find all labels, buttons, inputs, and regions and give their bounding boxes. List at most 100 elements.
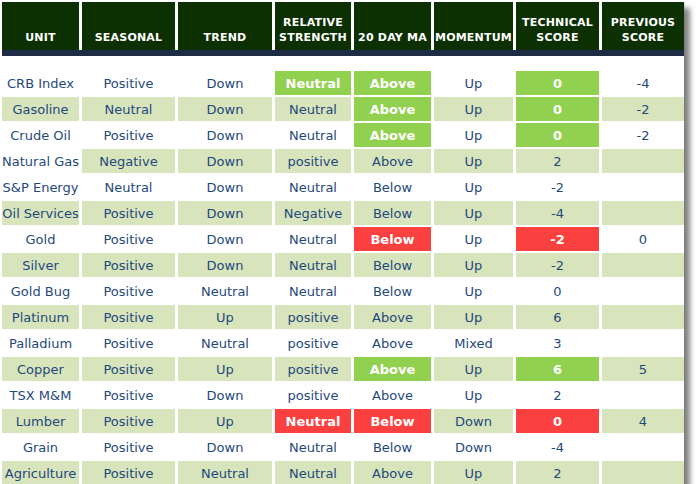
- table-row: PalladiumPositiveNeutralpositiveAboveMix…: [2, 331, 684, 355]
- table-cell-trend: Neutral: [178, 331, 272, 355]
- table-cell-20-day-ma: Above: [354, 357, 431, 381]
- row-label-cell: Gold Bug: [2, 279, 79, 303]
- row-label-cell: CRB Index: [2, 71, 79, 95]
- row-label-cell: Agriculture: [2, 461, 79, 484]
- table-cell-previous-score: [602, 305, 684, 329]
- table-cell-trend: Down: [178, 71, 272, 95]
- row-label-cell: TSX M&M: [2, 383, 79, 407]
- table-cell-previous-score: -2: [602, 97, 684, 121]
- row-label-cell: Platinum: [2, 305, 79, 329]
- table-row: Gold BugPositiveNeutralNeutralBelowUp0: [2, 279, 684, 303]
- table-cell-20-day-ma: Above: [354, 97, 431, 121]
- table-cell-technical-score: -4: [516, 435, 599, 459]
- table-cell-previous-score: 4: [602, 409, 684, 433]
- table-cell-relative-strength: Neutral: [275, 97, 351, 121]
- table-cell-technical-score: 2: [516, 383, 599, 407]
- table-cell-20-day-ma: Below: [354, 201, 431, 225]
- table-cell-20-day-ma: Below: [354, 435, 431, 459]
- table-cell-technical-score: -2: [516, 175, 599, 199]
- table-cell-20-day-ma: Above: [354, 461, 431, 484]
- table-cell-momentum: Down: [434, 435, 513, 459]
- table-row: GrainPositiveDownNeutralBelowDown-4: [2, 435, 684, 459]
- table-cell-previous-score: [602, 461, 684, 484]
- spacer-row: [2, 56, 684, 69]
- table-cell-momentum: Up: [434, 357, 513, 381]
- table-cell-relative-strength: Neutral: [275, 175, 351, 199]
- table-cell-momentum: Mixed: [434, 331, 513, 355]
- table-cell-seasonal: Positive: [82, 435, 175, 459]
- table-cell-previous-score: [602, 175, 684, 199]
- table-cell-trend: Down: [178, 201, 272, 225]
- table-cell-relative-strength: Neutral: [275, 71, 351, 95]
- table-cell-trend: Down: [178, 175, 272, 199]
- table-cell-20-day-ma: Below: [354, 409, 431, 433]
- table-cell-seasonal: Positive: [82, 253, 175, 277]
- table-cell-20-day-ma: Below: [354, 175, 431, 199]
- table-cell-momentum: Up: [434, 123, 513, 147]
- table-row: Oil ServicesPositiveDownNegativeBelowUp-…: [2, 201, 684, 225]
- row-label-cell: Silver: [2, 253, 79, 277]
- table-cell-20-day-ma: Above: [354, 305, 431, 329]
- table-cell-relative-strength: Neutral: [275, 279, 351, 303]
- column-header-trend: TREND: [178, 2, 272, 50]
- table-row: GoldPositiveDownNeutralBelowUp-20: [2, 227, 684, 251]
- row-label-cell: Palladium: [2, 331, 79, 355]
- table-cell-momentum: Up: [434, 201, 513, 225]
- table-cell-trend: Down: [178, 253, 272, 277]
- column-header-momentum: MOMENTUM: [434, 2, 513, 50]
- table-cell-20-day-ma: Above: [354, 123, 431, 147]
- table-cell-momentum: Up: [434, 461, 513, 484]
- row-label-cell: S&P Energy: [2, 175, 79, 199]
- table-cell-previous-score: [602, 383, 684, 407]
- row-label-cell: Natural Gas: [2, 149, 79, 173]
- table-cell-momentum: Up: [434, 227, 513, 251]
- row-label-cell: Gasoline: [2, 97, 79, 121]
- table-cell-technical-score: 0: [516, 71, 599, 95]
- table-cell-seasonal: Positive: [82, 409, 175, 433]
- table-cell-relative-strength: positive: [275, 149, 351, 173]
- row-label-cell: Oil Services: [2, 201, 79, 225]
- table-cell-relative-strength: positive: [275, 357, 351, 381]
- table-cell-seasonal: Positive: [82, 305, 175, 329]
- column-header-20-day-ma: 20 DAY MA: [354, 2, 431, 50]
- row-label-cell: Lumber: [2, 409, 79, 433]
- table-cell-relative-strength: Negative: [275, 201, 351, 225]
- table-cell-trend: Down: [178, 227, 272, 251]
- column-header-relative-strength: RELATIVE STRENGTH: [275, 2, 351, 50]
- table-row: Natural GasNegativeDownpositiveAboveUp2: [2, 149, 684, 173]
- column-header-unit: UNIT: [2, 2, 79, 50]
- table-row: CopperPositiveUppositiveAboveUp65: [2, 357, 684, 381]
- table-cell-previous-score: [602, 331, 684, 355]
- table-cell-20-day-ma: Below: [354, 227, 431, 251]
- technical-score-table: UNITSEASONALTRENDRELATIVE STRENGTH20 DAY…: [2, 2, 684, 484]
- table-cell-seasonal: Positive: [82, 461, 175, 484]
- table-cell-momentum: Down: [434, 409, 513, 433]
- table-cell-momentum: Up: [434, 279, 513, 303]
- table-cell-momentum: Up: [434, 71, 513, 95]
- table-cell-technical-score: 0: [516, 123, 599, 147]
- table-cell-technical-score: -4: [516, 201, 599, 225]
- header-row: UNITSEASONALTRENDRELATIVE STRENGTH20 DAY…: [2, 2, 684, 50]
- table-cell-momentum: Up: [434, 253, 513, 277]
- table-cell-trend: Down: [178, 383, 272, 407]
- table-row: GasolineNeutralDownNeutralAboveUp0-2: [2, 97, 684, 121]
- table-cell-20-day-ma: Below: [354, 253, 431, 277]
- row-label-cell: Gold: [2, 227, 79, 251]
- row-label-cell: Grain: [2, 435, 79, 459]
- table-cell-20-day-ma: Above: [354, 71, 431, 95]
- column-header-previous-score: PREVIOUS SCORE: [602, 2, 684, 50]
- table-cell-seasonal: Positive: [82, 331, 175, 355]
- table-cell-seasonal: Positive: [82, 227, 175, 251]
- table-cell-relative-strength: positive: [275, 331, 351, 355]
- table-cell-technical-score: -2: [516, 227, 599, 251]
- table-cell-technical-score: 3: [516, 331, 599, 355]
- column-header-seasonal: SEASONAL: [82, 2, 175, 50]
- table-cell-relative-strength: Neutral: [275, 227, 351, 251]
- table-row: Crude OilPositiveDownNeutralAboveUp0-2: [2, 123, 684, 147]
- table-cell-relative-strength: Neutral: [275, 435, 351, 459]
- table-cell-previous-score: [602, 253, 684, 277]
- table-cell-momentum: Up: [434, 383, 513, 407]
- table-row: SilverPositiveDownNeutralBelowUp-2: [2, 253, 684, 277]
- table-cell-seasonal: Positive: [82, 357, 175, 381]
- table-cell-previous-score: [602, 201, 684, 225]
